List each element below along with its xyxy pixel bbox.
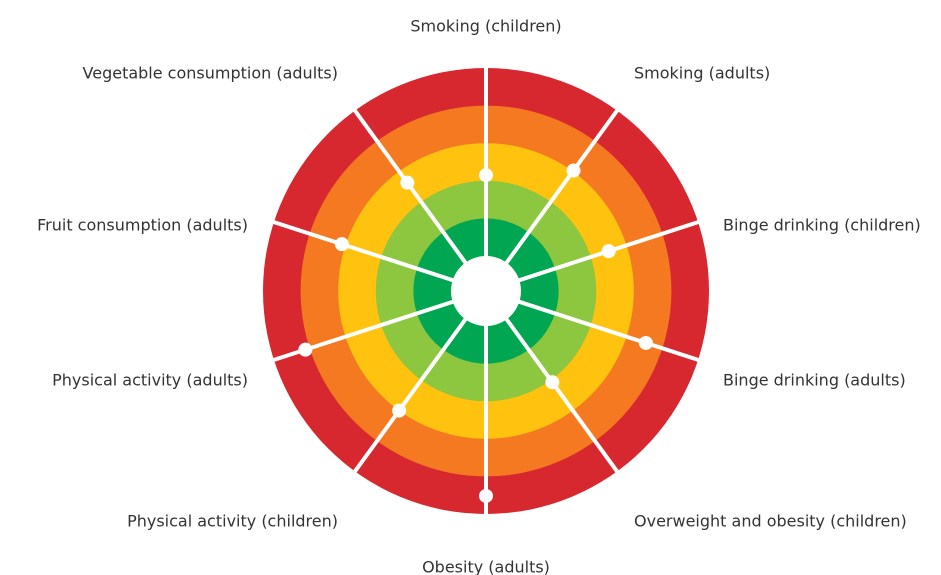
category-label: Smoking (children) [410,17,561,36]
category-label: Fruit consumption (adults) [37,216,248,235]
value-dot [400,175,415,190]
spoke [271,219,487,293]
value-dot [545,375,560,390]
spoke [352,289,488,475]
category-label: Overweight and obesity (children) [634,512,907,531]
value-dot [334,237,349,252]
value-dot [566,163,581,178]
category-label: Physical activity (adults) [52,371,248,390]
value-dot [479,488,493,503]
value-dot [601,244,616,259]
spoke [485,219,701,293]
category-label: Smoking (adults) [634,64,770,83]
category-label: Obesity (adults) [422,558,550,575]
category-label: Vegetable consumption (adults) [83,64,338,83]
category-label: Binge drinking (children) [723,216,921,235]
value-dot [392,403,407,418]
spoke [352,107,488,293]
spoke [485,289,701,363]
spoke [484,107,620,293]
value-dot [298,342,313,357]
category-label: Binge drinking (adults) [723,371,906,390]
value-dot [479,168,493,183]
category-label: Physical activity (children) [127,512,338,531]
value-dot [638,335,653,350]
